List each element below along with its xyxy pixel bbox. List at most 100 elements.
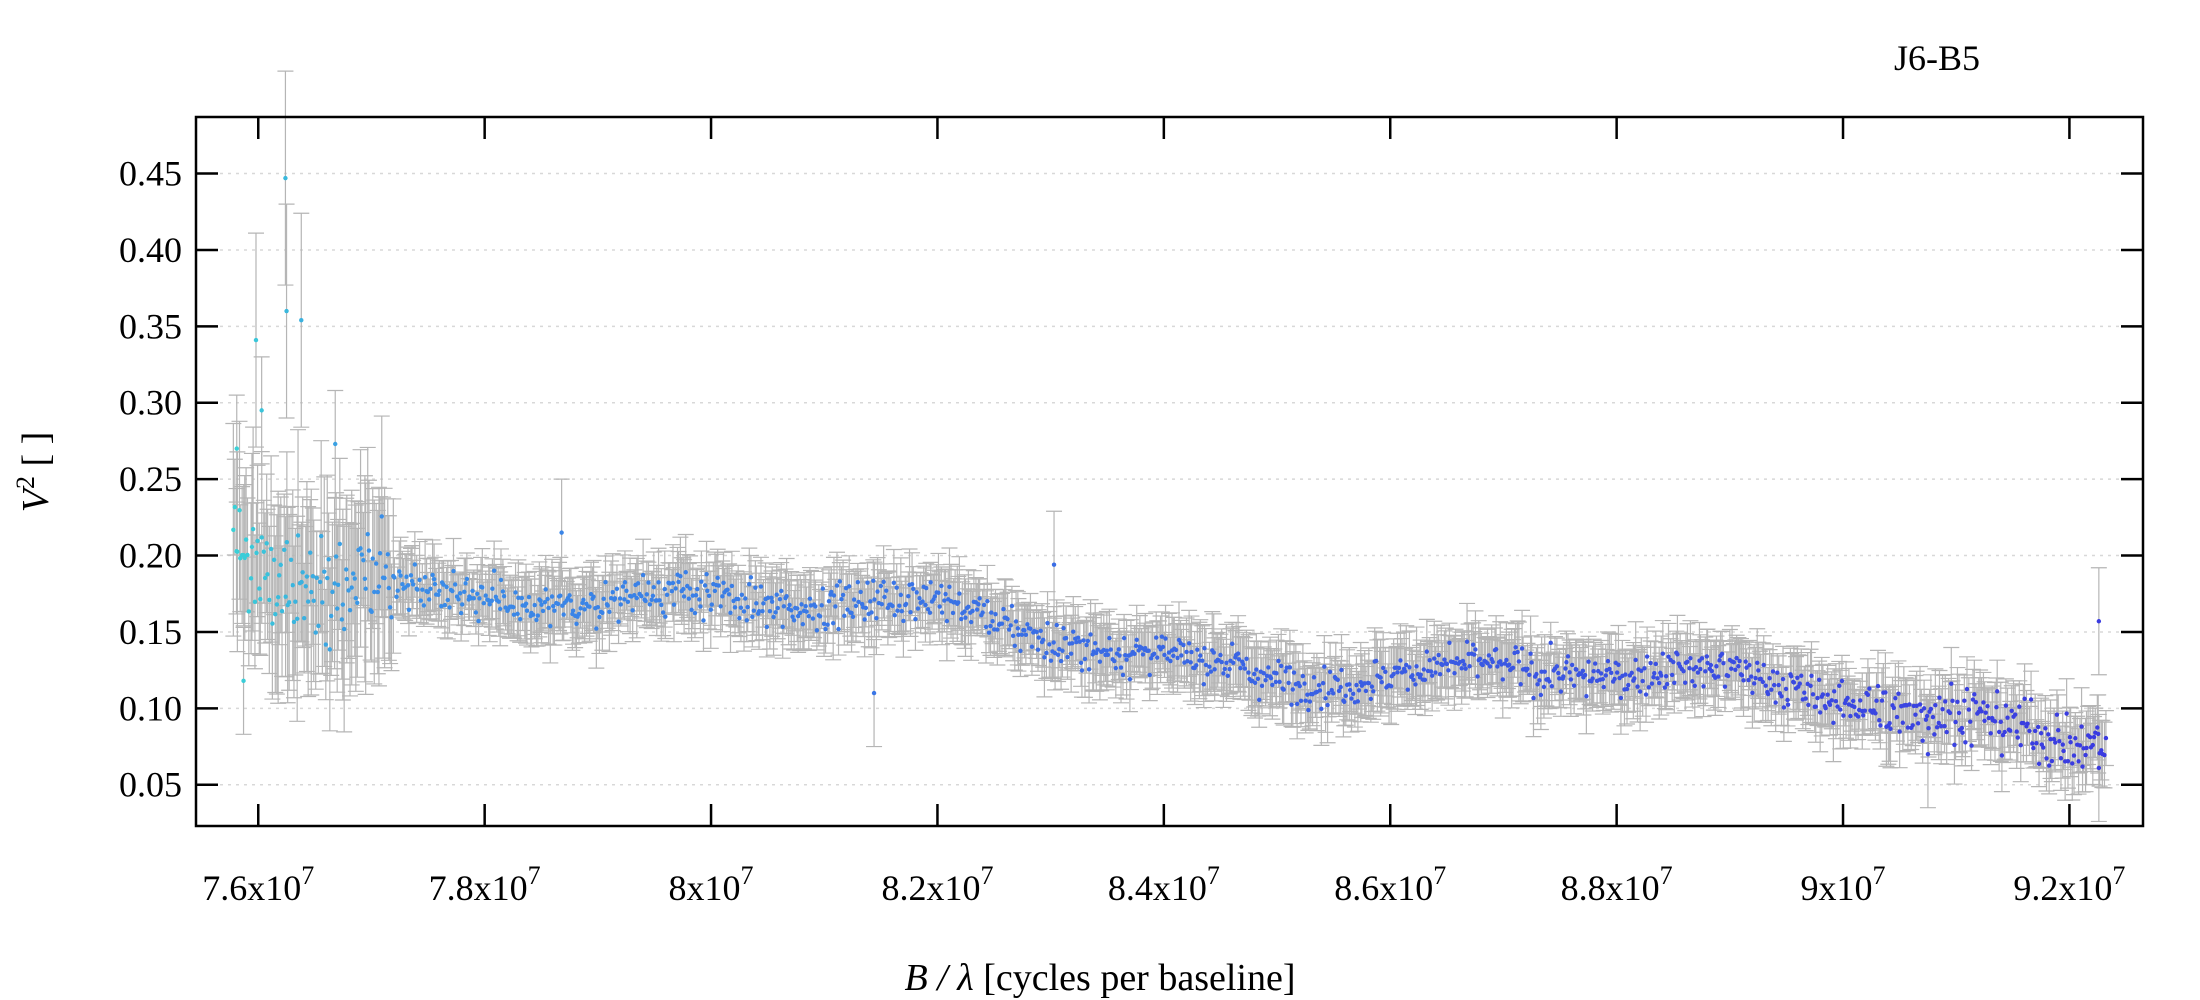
data-point [1175,655,1180,661]
data-point [400,582,405,587]
data-point [823,626,828,632]
data-point [737,615,742,621]
data-point [425,589,431,595]
data-point [607,609,612,615]
data-point [1731,660,1737,665]
data-point [1651,674,1656,680]
data-point [1659,673,1664,678]
data-point [687,586,693,591]
data-point [473,610,479,615]
data-point [894,585,899,590]
data-point [773,610,778,615]
data-point [290,583,295,588]
data-point [957,591,962,596]
data-point [715,575,720,581]
data-point [457,591,463,596]
data-point [421,603,427,608]
data-point [1396,665,1402,671]
data-point [1227,666,1232,672]
data-point [243,537,249,542]
data-point [561,612,566,617]
data-point [600,610,605,615]
data-point [471,596,476,601]
data-point [924,585,929,591]
data-point [1108,647,1113,652]
data-point [1656,680,1662,686]
data-point [898,592,904,598]
data-point [705,588,710,593]
data-point [1663,673,1669,679]
data-point [865,580,870,585]
data-point [395,588,400,593]
data-point [1485,661,1490,666]
data-point [475,591,480,596]
data-point [1592,661,1598,666]
data-point [325,575,330,581]
data-point [1433,670,1438,675]
data-point [1212,667,1217,672]
data-point [988,623,993,629]
data-point [463,581,468,586]
data-point [962,609,967,614]
data-point [1567,670,1572,675]
data-point [1643,692,1649,697]
data-point [410,582,416,587]
data-point [1097,659,1103,664]
data-point [1471,652,1477,657]
data-point [622,597,627,602]
data-point [1343,693,1348,699]
data-point [375,589,380,595]
data-point [352,576,357,581]
data-point [458,610,464,616]
data-point [646,580,651,585]
data-point [1133,643,1139,649]
data-point [1349,696,1354,701]
data-point [362,576,368,581]
data-point [1281,687,1286,692]
data-point [1366,681,1372,686]
data-point [845,607,850,612]
data-point [758,584,764,589]
data-point [850,614,856,619]
data-point [1609,670,1614,676]
data-point [1294,701,1300,707]
data-point [1238,665,1243,671]
data-point [1277,679,1282,685]
data-point [1683,680,1688,685]
data-point [385,552,390,557]
data-point [431,576,437,582]
data-point [534,617,539,623]
data-point [1432,656,1437,661]
data-point [1527,672,1532,678]
data-point [316,623,321,629]
data-point [1016,632,1021,638]
data-point [1201,682,1206,687]
data-point [622,580,628,585]
data-point [341,626,347,632]
data-point [493,594,499,599]
data-point [237,508,242,513]
data-point [605,603,610,608]
data-point [1022,628,1027,633]
data-point [1725,673,1731,679]
data-point [451,568,456,574]
data-point [377,550,383,556]
data-point [947,584,952,590]
data-point [1569,662,1575,668]
data-point [1005,616,1010,622]
data-point [422,575,428,580]
data-point [1500,677,1505,682]
data-point [1200,658,1205,663]
data-point [959,616,964,622]
data-point [591,594,596,599]
data-point [392,575,397,580]
data-point [1252,680,1258,686]
data-point [1380,665,1386,671]
data-point [1586,659,1591,664]
data-point [1518,682,1523,687]
data-point [718,604,723,609]
data-point [1528,651,1533,656]
data-point [1510,665,1516,671]
data-point [915,606,921,611]
data-point [1205,672,1210,677]
